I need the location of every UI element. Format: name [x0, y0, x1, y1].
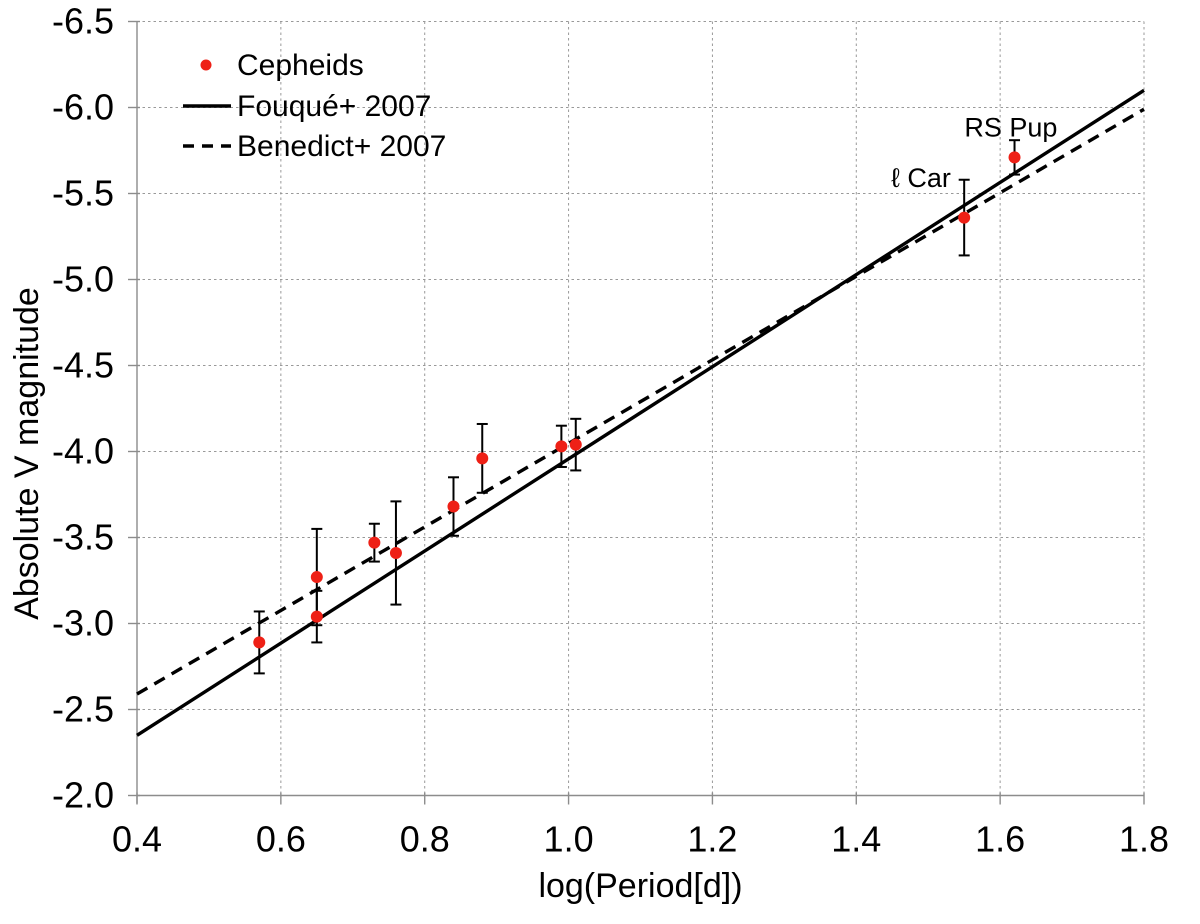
cepheid-point: [310, 571, 323, 584]
fouque-relation-line: [136, 88, 1145, 737]
y-tick-label: -4.0: [52, 431, 114, 472]
x-tick-label: 0.6: [256, 819, 306, 860]
y-tick-label: -5.5: [52, 173, 114, 214]
cepheid-point: [253, 636, 266, 649]
x-tick-label: 0.4: [112, 819, 162, 860]
x-tick-label: 1.4: [831, 819, 881, 860]
annotation-rs-pup: RS Pup: [964, 112, 1057, 142]
cepheid-point: [447, 500, 460, 513]
cepheid-point: [368, 536, 381, 549]
x-tick-label: 1.2: [687, 819, 737, 860]
x-tick-label: 0.8: [400, 819, 450, 860]
legend-label-1: Cepheids: [237, 49, 364, 82]
y-tick-label: -3.0: [52, 603, 114, 644]
annotation-ℓ-car: ℓ Car: [891, 163, 951, 193]
y-tick-label: -6.0: [52, 87, 114, 128]
cepheid-point-ℓ-car: [958, 211, 971, 224]
legend-label-3: Benedict+ 2007: [237, 130, 446, 163]
x-tick-label: 1.8: [1119, 819, 1169, 860]
x-tick-label: 1.0: [544, 819, 594, 860]
cepheid-point-rs-pup: [1008, 151, 1021, 164]
x-axis-title: log(Period[d]): [538, 867, 742, 905]
y-tick-label: -5.0: [52, 259, 114, 300]
cepheid-point: [569, 438, 582, 451]
cepheid-point: [555, 440, 568, 453]
y-tick-label: -4.5: [52, 345, 114, 386]
y-tick-label: -2.5: [52, 689, 114, 730]
y-axis-title: Absolute V magnitude: [8, 287, 46, 620]
legend-marker-dot: [200, 59, 212, 71]
y-tick-label: -2.0: [52, 775, 114, 816]
y-tick-label: -6.5: [52, 1, 114, 42]
legend-label-2: Fouqué+ 2007: [237, 90, 431, 123]
cepheid-point: [389, 546, 402, 559]
cepheid-point: [476, 452, 489, 465]
benedict-relation-line: [136, 107, 1145, 696]
x-tick-label: 1.6: [975, 819, 1025, 860]
cepheid-point: [310, 610, 323, 623]
y-tick-label: -3.5: [52, 517, 114, 558]
